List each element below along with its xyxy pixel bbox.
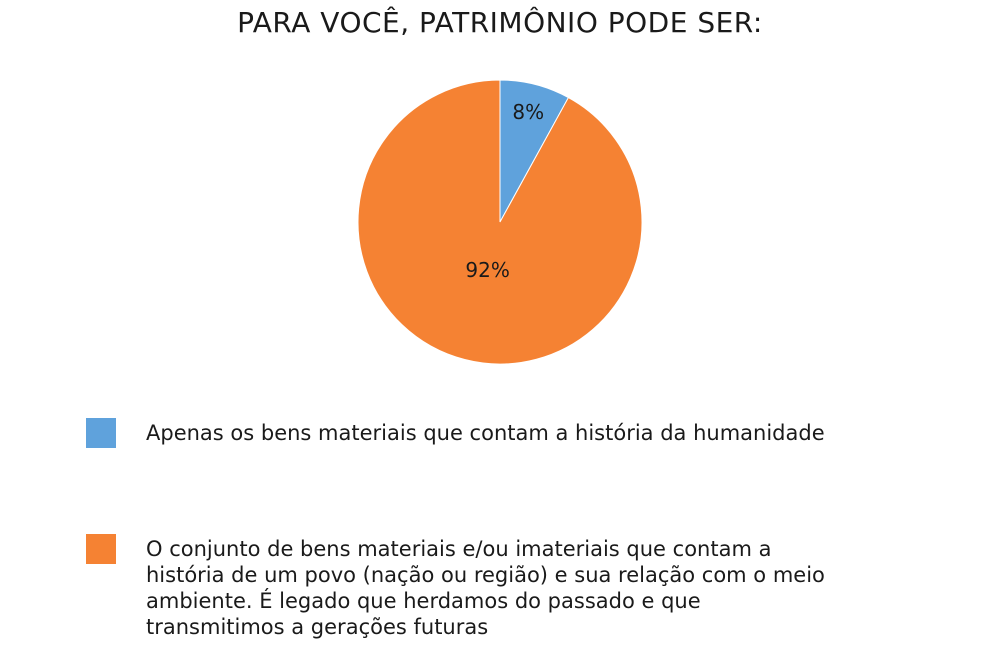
- slice-label-1: 8%: [512, 100, 544, 124]
- slice-label-2: 92%: [465, 258, 509, 282]
- legend-swatch-1: [86, 418, 116, 448]
- chart-title: PARA VOCÊ, PATRIMÔNIO PODE SER:: [237, 6, 763, 39]
- legend-label-1: Apenas os bens materiais que contam a hi…: [146, 421, 825, 445]
- pie-slice-2: [357, 79, 643, 365]
- legend-swatch-2: [86, 534, 116, 564]
- legend-label-2: O conjunto de bens materiais e/ou imater…: [146, 537, 825, 639]
